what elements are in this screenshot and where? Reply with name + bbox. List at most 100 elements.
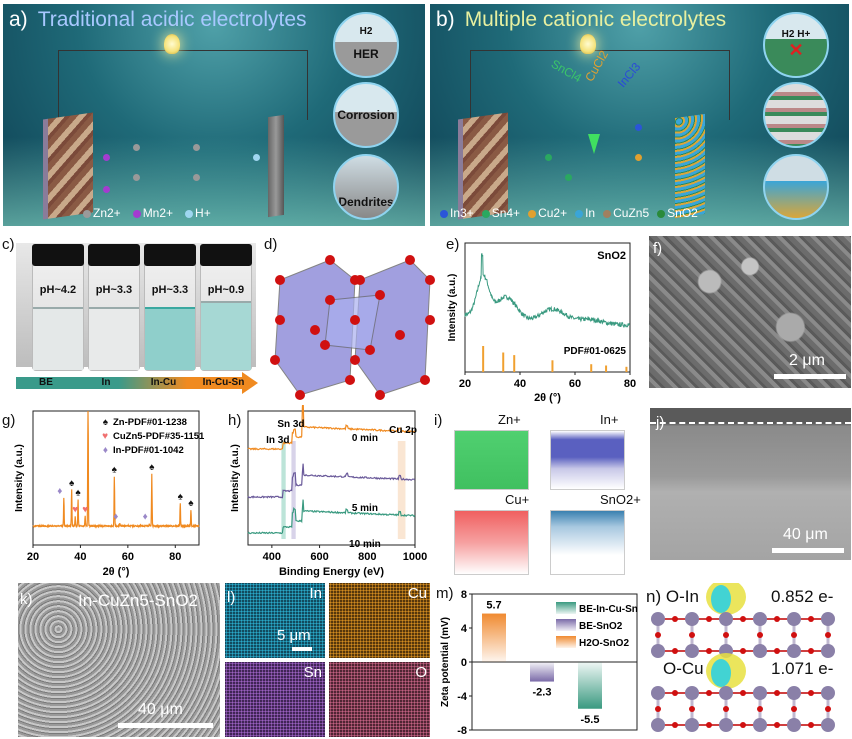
oxygen-atom [689,632,695,638]
scale-bar [118,723,213,728]
metal-atom [685,644,699,658]
value-label: -2.3 [533,687,552,699]
x-tick-label: 80 [624,378,636,390]
charge-depletion [711,585,731,613]
plot-frame [32,410,200,546]
oxygen-atom [672,648,678,654]
value-label: 5.7 [486,600,501,612]
value-label: -5.5 [581,714,600,726]
metal-atom [753,718,767,732]
peak-marker: ♥ [72,504,78,515]
metal-atom [719,686,733,700]
vial-in-cu-sn: pH~0.9 [200,244,252,371]
legend-swatch [556,619,576,631]
oxygen-atom [706,690,712,696]
legend-label: In-PDF#01-1042 [113,445,184,456]
cube-in [550,430,625,490]
y-tick-label: 0 [461,657,467,669]
oxygen-atom [791,706,797,712]
sem-image-f: f) 2 μm [649,236,851,388]
legend-label: Zn-PDF#01-1238 [113,417,187,428]
callout-dendrites: Dendrites [333,154,399,220]
coated-zinc-anode [675,113,705,219]
callout-layer [763,82,829,148]
panel-c-label: c) [2,236,15,253]
xps-trace [247,499,416,535]
annotation-cu2p: Cu 2p [389,425,417,436]
scale-text: 2 μm [789,352,825,369]
x-tick-label: 400 [263,551,281,563]
oxygen-atom [275,315,285,325]
metal-atom [787,644,801,658]
scale-text: 40 μm [138,701,183,718]
x-tick-label: 600 [310,551,328,563]
charge-depletion [711,659,731,687]
xps-trace [247,405,416,451]
sem-cross-section-j: j) 40 μm [650,408,851,560]
metal-atom [787,686,801,700]
metal-atom [685,612,699,626]
metal-atom [821,718,835,732]
panel-m-label: m) [436,585,454,602]
y-tick-label: 4 [461,623,468,635]
oxygen-atom [355,275,365,285]
vial-ph-label: pH~0.9 [207,284,245,296]
oxygen-atom [320,340,330,350]
oxygen-atom [723,632,729,638]
charge-density-panel: n) O-In 0.852 e- O-Cu 1.071 e- [646,583,852,739]
y-axis-label: Intensity (a.u.) [14,444,25,512]
peak-marker: ♠ [149,462,155,473]
oxygen-atom [706,616,712,622]
metal-atom [685,686,699,700]
y-tick-label: 8 [461,589,467,601]
oxygen-atom [774,648,780,654]
light-bulb-icon [164,34,180,54]
plot-frame [464,242,631,373]
oxygen-atom [375,390,385,400]
sno2-crystal-structure [270,255,435,400]
metal-atom [651,644,665,658]
oxygen-atom [808,616,814,622]
metal-atom [787,612,801,626]
cathode-electrode [458,112,508,220]
x-tick-label: 60 [122,551,134,563]
xrd-trace [32,410,200,529]
bar-h2o-sno2 [482,613,506,662]
eds-map-o: O [329,662,430,737]
oxygen-atom [757,706,763,712]
y-tick-label: -4 [457,691,468,703]
panel-b-schematic: b) Multiple cationic electrolytes SnCl4 C… [430,4,849,226]
metal-atom [685,718,699,732]
bar-be-sno2 [530,662,554,682]
oxygen-atom [689,706,695,712]
oxygen-atom [808,690,814,696]
region-band [291,441,296,539]
oxygen-atom [325,295,335,305]
metal-atom [787,718,801,732]
vial-ph-label: pH~3.3 [95,284,133,296]
legend-marker: ♦ [103,445,108,456]
series-label: 5 min [352,503,378,514]
panel-g-label: g) [2,412,16,429]
oxygen-atom [655,632,661,638]
metal-atom [651,686,665,700]
legend-label: H2O-SnO2 [579,638,629,649]
panel-b-title: b) Multiple cationic electrolytes [436,8,727,31]
callout-her-suppressed: H2 H+ ✕ [763,12,829,78]
x-tick-label: 40 [514,378,526,390]
panel-h-label: h) [228,412,242,429]
metal-atom [821,644,835,658]
legend-label: BE-In-Cu-Sn [579,604,638,615]
legend-label: BE-SnO2 [579,621,623,632]
x-tick-label: 40 [74,551,86,563]
peak-marker: ♦ [113,512,118,523]
oxygen-atom [740,722,746,728]
oxygen-atom [740,690,746,696]
oxygen-atom [808,648,814,654]
x-tick-label: 80 [169,551,181,563]
zinc-anode [268,114,284,218]
legend-marker: ♥ [102,431,108,442]
eds-map-sn: Sn [225,662,325,737]
zeta-potential-chart: -8 -4 0 4 8 Zeta potential (mV) 5.7 -2.3 -5.5 BE-… [440,589,638,737]
